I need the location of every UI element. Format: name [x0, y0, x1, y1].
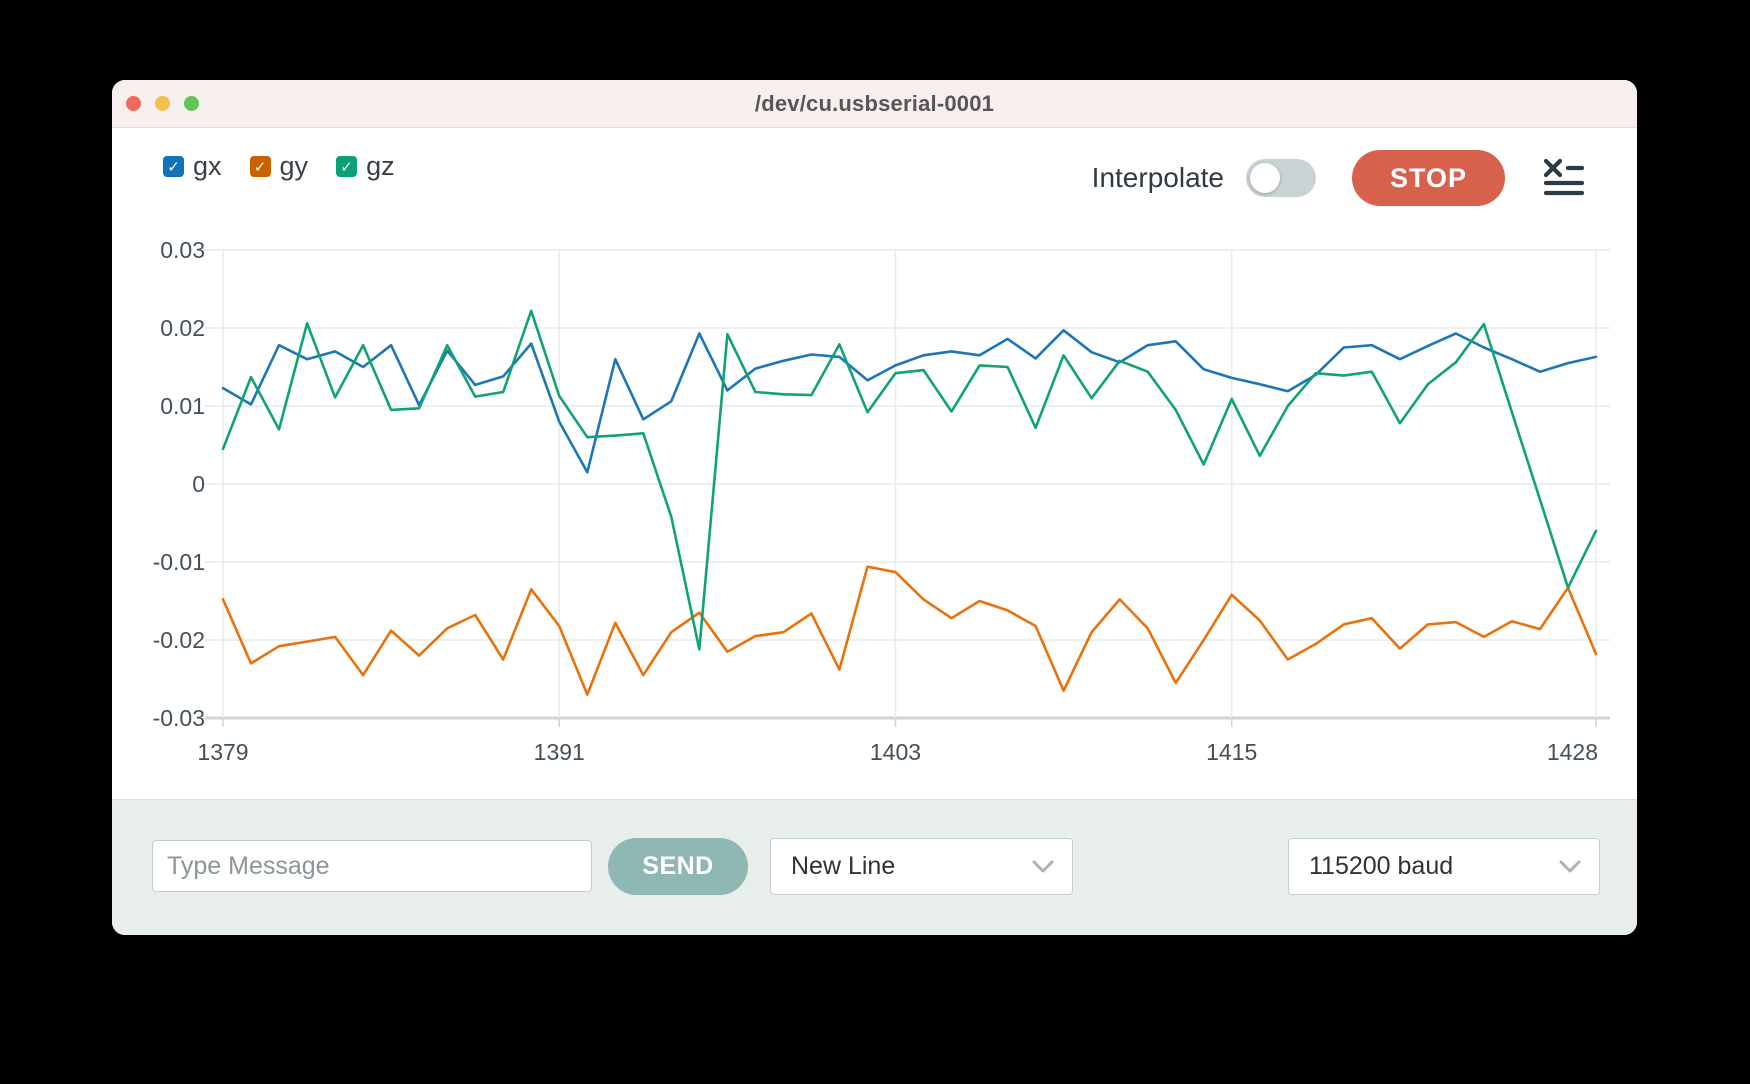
line-ending-select[interactable]: New Line — [770, 838, 1073, 895]
clear-list-icon[interactable] — [1543, 158, 1585, 198]
svg-text:-0.02: -0.02 — [153, 627, 205, 653]
plot-grid — [205, 249, 1610, 727]
line-ending-value: New Line — [791, 852, 896, 880]
svg-text:-0.01: -0.01 — [153, 549, 205, 575]
interpolate-label: Interpolate — [1091, 162, 1224, 193]
interpolate-toggle[interactable] — [1246, 159, 1316, 197]
chevron-down-icon — [1559, 860, 1581, 872]
titlebar: /dev/cu.usbserial-0001 — [112, 80, 1637, 128]
baud-rate-value: 115200 baud — [1309, 852, 1454, 880]
window-title: /dev/cu.usbserial-0001 — [754, 90, 995, 116]
baud-rate-select[interactable]: 115200 baud — [1288, 838, 1600, 895]
send-button[interactable]: SEND — [608, 838, 748, 895]
legend-item-gy[interactable]: ✓ gy — [249, 151, 309, 182]
toolbar-right: Interpolate STOP — [1092, 148, 1585, 208]
zoom-window-icon[interactable] — [184, 96, 199, 111]
toggle-knob — [1250, 163, 1280, 193]
bottom-bar: SEND New Line 115200 baud — [112, 799, 1637, 935]
minimize-window-icon[interactable] — [155, 96, 170, 111]
svg-text:0.01: 0.01 — [160, 393, 205, 419]
chevron-down-icon — [1032, 860, 1054, 872]
traffic-lights — [126, 80, 199, 127]
series-legend: ✓ gx ✓ gy ✓ gz — [163, 151, 395, 182]
gy-label: gy — [279, 151, 309, 181]
legend-item-gx[interactable]: ✓ gx — [163, 151, 222, 182]
svg-text:0.03: 0.03 — [160, 237, 205, 263]
gx-label: gx — [193, 151, 222, 181]
svg-text:1379: 1379 — [197, 739, 248, 765]
gy-checkbox[interactable]: ✓ — [249, 156, 271, 177]
svg-text:0.02: 0.02 — [160, 315, 205, 341]
gz-checkbox[interactable]: ✓ — [336, 156, 358, 177]
svg-text:1428: 1428 — [1547, 739, 1598, 765]
axis-tick-labels: 0.03 0.02 0.01 0 -0.01 -0.02 -0.03 1379 1391 1403… — [153, 237, 1598, 765]
message-input[interactable] — [152, 840, 592, 892]
svg-text:0: 0 — [192, 471, 205, 497]
svg-text:1415: 1415 — [1206, 739, 1257, 765]
close-window-icon[interactable] — [126, 96, 141, 111]
serial-plotter-window: /dev/cu.usbserial-0001 ✓ gx ✓ gy ✓ gz In… — [112, 80, 1637, 935]
gx-checkbox[interactable]: ✓ — [163, 156, 184, 177]
plot-lines — [221, 309, 1598, 696]
svg-text:-0.03: -0.03 — [153, 705, 205, 731]
svg-text:1391: 1391 — [534, 739, 585, 765]
svg-text:1403: 1403 — [870, 739, 921, 765]
stop-button[interactable]: STOP — [1352, 150, 1505, 206]
gz-label: gz — [366, 151, 395, 181]
legend-item-gz[interactable]: ✓ gz — [336, 151, 395, 182]
